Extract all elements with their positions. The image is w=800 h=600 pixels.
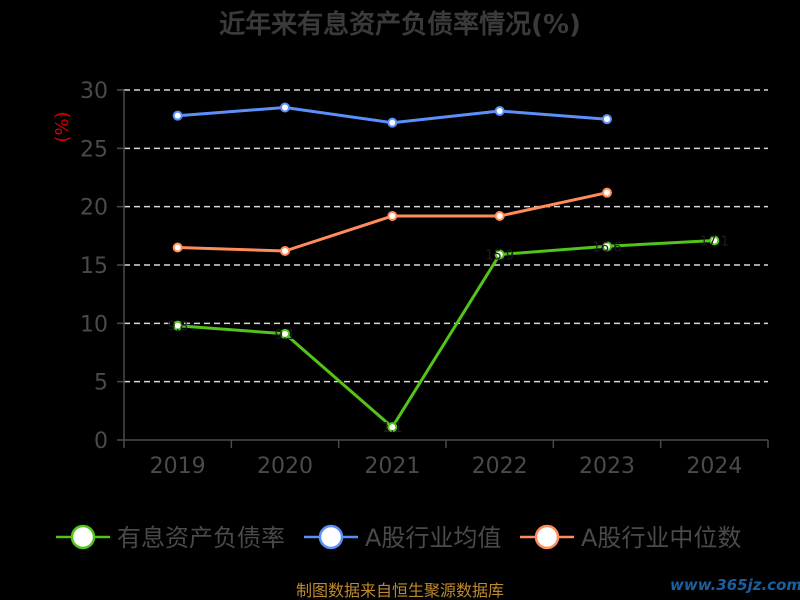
data-point[interactable] (494, 249, 505, 260)
y-tick-label-20: 20 (80, 196, 108, 221)
data-label: 1.1 (382, 421, 403, 436)
legend-marker-icon (70, 524, 96, 550)
y-tick-label-0: 0 (94, 429, 108, 454)
legend-marker-icon (318, 524, 344, 550)
data-point[interactable] (280, 102, 290, 113)
data-point[interactable] (172, 242, 183, 253)
series-1: 9.8 9.1 1.1 15.9 16.6 17.1 (167, 235, 728, 437)
data-point[interactable] (280, 328, 290, 339)
y-tick-label-10: 10 (80, 312, 108, 337)
y-axis-label: (%) (52, 111, 73, 142)
data-label: 17.1 (700, 235, 729, 250)
series-line-1 (177, 239, 715, 429)
axes (117, 89, 769, 448)
y-tick-labels: 0 5 10 15 20 25 30 (80, 79, 108, 454)
data-point[interactable] (387, 422, 398, 433)
data-point[interactable] (494, 106, 505, 116)
data-label: 9.8 (167, 320, 188, 335)
y-tick-label-5: 5 (94, 371, 108, 396)
x-tick-label-2021: 2021 (364, 454, 420, 479)
y-tick-label-30: 30 (80, 79, 108, 104)
x-tick-label-2022: 2022 (472, 454, 528, 479)
legend-item-2[interactable]: A股行业均值 (304, 524, 501, 552)
x-tick-label-2019: 2019 (150, 454, 206, 479)
x-tick-label-2024: 2024 (686, 454, 742, 479)
legend-item-1[interactable]: 有息资产负债率 (56, 524, 285, 552)
data-point[interactable] (602, 114, 612, 125)
y-tick-label-25: 25 (80, 137, 108, 162)
data-label: 9.1 (275, 328, 296, 343)
data-point[interactable] (602, 241, 612, 252)
watermark: www.365jz.com (670, 576, 800, 594)
legend[interactable]: 有息资产负债率 A股行业均值 A股行业中位数 (56, 524, 741, 552)
chart-title: 近年来有息资产负债率情况(%) (219, 9, 581, 40)
data-point[interactable] (172, 320, 183, 331)
data-label: 15.9 (485, 249, 514, 264)
series-line-3 (177, 191, 608, 253)
data-point[interactable] (387, 211, 398, 221)
legend-marker-icon (534, 524, 560, 550)
series-2 (172, 102, 612, 128)
legend-item-3[interactable]: A股行业中位数 (520, 524, 741, 552)
gridlines (124, 89, 768, 383)
data-point[interactable] (280, 246, 290, 256)
data-point[interactable] (172, 110, 183, 121)
x-tick-label-2023: 2023 (579, 454, 635, 479)
data-point[interactable] (494, 211, 505, 221)
data-point[interactable] (709, 235, 720, 246)
legend-label-2: A股行业均值 (365, 524, 501, 552)
series-layer: 9.8 9.1 1.1 15.9 16.6 17.1 (167, 102, 729, 437)
series-3 (172, 187, 612, 256)
data-point[interactable] (387, 117, 398, 128)
y-tick-label-15: 15 (80, 254, 108, 279)
data-label: 16.6 (593, 240, 622, 255)
legend-label-3: A股行业中位数 (581, 524, 741, 552)
x-tick-labels: 2019 2020 2021 2022 2023 2024 (150, 454, 743, 479)
data-point[interactable] (602, 187, 612, 198)
x-tick-label-2020: 2020 (257, 454, 313, 479)
legend-label-1: 有息资产负债率 (117, 524, 285, 552)
data-source-note: 制图数据来自恒生聚源数据库 (296, 581, 504, 600)
